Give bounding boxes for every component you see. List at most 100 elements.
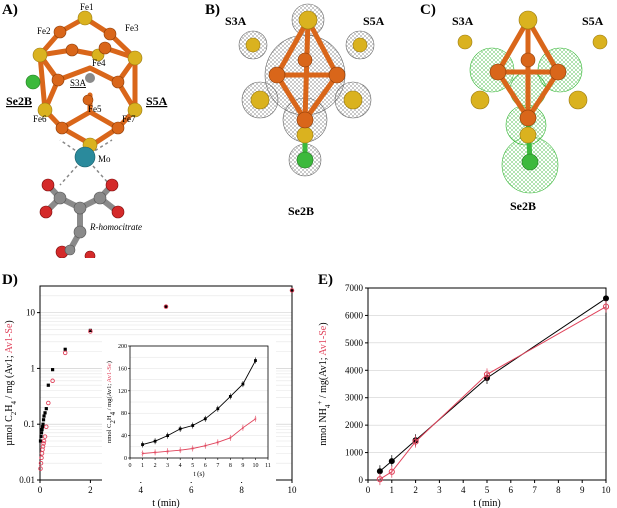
x-tick-label: 6 bbox=[189, 485, 194, 495]
x-tick-label: 5 bbox=[485, 485, 490, 495]
data-point-av1se bbox=[376, 476, 384, 483]
label-part: / mg(Av1; bbox=[318, 356, 329, 401]
data-point-av1 bbox=[40, 425, 45, 429]
x-axis-label: t (min) bbox=[152, 498, 180, 508]
label-part: ) bbox=[318, 322, 329, 325]
inset-x-tick-label: 3 bbox=[166, 463, 169, 469]
s3a-label: S3A bbox=[70, 78, 87, 88]
x-tick-label: 8 bbox=[556, 485, 561, 495]
x-tick-label: 4 bbox=[139, 485, 144, 495]
x-axis-label: t (min) bbox=[473, 498, 501, 508]
line-av1 bbox=[379, 297, 607, 472]
data-point-av1 bbox=[46, 383, 50, 387]
x-tick-label: 1 bbox=[390, 485, 395, 495]
data-point-av1 bbox=[376, 468, 383, 475]
inset-point-av1 bbox=[216, 407, 220, 411]
label-part: + bbox=[316, 401, 324, 405]
label-part: ) bbox=[4, 320, 15, 323]
panel-a-letter: A) bbox=[2, 2, 18, 18]
inset-point-av1se: × bbox=[216, 441, 219, 447]
inset-background bbox=[102, 340, 276, 482]
x-tick-label: 10 bbox=[288, 485, 298, 495]
data-point-av1se bbox=[602, 303, 610, 310]
data-point-av1se bbox=[46, 400, 51, 406]
panel-c-density-map: S3A S5A Se2B bbox=[452, 10, 608, 213]
data-point-av1se bbox=[39, 455, 44, 461]
data-point-av1 bbox=[290, 288, 294, 293]
inset-x-tick-label: 5 bbox=[191, 463, 194, 469]
inset-point-av1se: × bbox=[254, 417, 257, 423]
data-point-av1se bbox=[40, 444, 46, 449]
inset-point-av1se: × bbox=[166, 449, 169, 455]
inset-y-tick-label: 120 bbox=[118, 389, 127, 395]
panel-e-chart: 0 1000 2000 3000 4000 5000 6000 7000 0 1 2 3 4 5 6 7 8 9 1… bbox=[316, 283, 612, 508]
y-tick-label: 2000 bbox=[345, 420, 364, 430]
label-part: Av1-Se bbox=[318, 325, 329, 355]
x-tick-label: 8 bbox=[239, 485, 244, 495]
label-part: H bbox=[4, 405, 15, 412]
inset-point-av1 bbox=[166, 434, 170, 437]
mo-label: Mo bbox=[98, 154, 111, 164]
inset-fit-av1 bbox=[142, 360, 256, 446]
data-point-av1 bbox=[63, 347, 67, 351]
panel-c-letter: C) bbox=[420, 2, 436, 18]
fe1-label: Fe1 bbox=[80, 2, 94, 12]
label-part: 2 bbox=[109, 420, 117, 424]
label-part: 4 bbox=[324, 404, 332, 408]
data-point-av1 bbox=[41, 418, 46, 422]
y-tick-label: 0.1 bbox=[24, 419, 35, 429]
inset-x-tick-label: 4 bbox=[179, 463, 182, 469]
c-se2b-label: Se2B bbox=[510, 199, 536, 213]
fe2-label: Fe2 bbox=[37, 26, 51, 36]
inset-point-av1se: × bbox=[241, 426, 244, 432]
inset-x-tick-label: 0 bbox=[129, 463, 132, 469]
data-point-av1se bbox=[38, 466, 43, 471]
y-axis-label: nmol NH4+ / mg(Av1; Av1-Se) bbox=[316, 322, 332, 445]
x-tick-label: 10 bbox=[602, 485, 612, 495]
label-part: µmol C bbox=[4, 415, 15, 446]
data-point-av1 bbox=[39, 434, 43, 439]
inset-point-av1se: × bbox=[178, 448, 181, 454]
inset-point-av1se: × bbox=[229, 436, 232, 442]
data-point-av1se bbox=[483, 371, 491, 378]
x-tick-label: 0 bbox=[38, 485, 43, 495]
label-part: 2 bbox=[10, 411, 18, 415]
label-part: 4 bbox=[10, 401, 18, 405]
y-tick-label: 1000 bbox=[345, 448, 364, 458]
fe3-label: Fe3 bbox=[125, 23, 139, 33]
data-point-av1se bbox=[42, 434, 48, 439]
inset-y-tick-label: 160 bbox=[118, 366, 127, 372]
panel-a-structure: Fe1 Fe2 Fe3 Fe4 Fe5 Fe6 Fe7 S3A Mo R-hom… bbox=[6, 2, 168, 258]
inset-y-tick-label: 0 bbox=[124, 456, 127, 462]
panel-e-letter: E) bbox=[318, 272, 333, 288]
inset-y-tick-label: 200 bbox=[118, 344, 127, 350]
data-point-av1 bbox=[51, 368, 55, 372]
fe4-label: Fe4 bbox=[92, 58, 106, 68]
label-part: nmol NH bbox=[318, 408, 329, 446]
inset-frame bbox=[129, 345, 269, 459]
y-tick-label: 1 bbox=[31, 363, 36, 373]
inset-point-av1 bbox=[153, 439, 157, 443]
y-tick-label: 7000 bbox=[345, 283, 364, 293]
data-point-av1 bbox=[388, 458, 395, 465]
x-tick-label: 2 bbox=[88, 485, 93, 495]
fe6-label: Fe6 bbox=[33, 114, 47, 124]
fe7-label: Fe7 bbox=[122, 114, 136, 124]
y-tick-label: 5000 bbox=[345, 338, 364, 348]
inset-x-tick-label: 2 bbox=[154, 463, 157, 469]
x-tick-label: 6 bbox=[509, 485, 514, 495]
fe5-label: Fe5 bbox=[88, 104, 102, 114]
panel-d-letter: D) bbox=[2, 272, 18, 288]
y-tick-label: 0.01 bbox=[19, 475, 35, 485]
data-point-av1se bbox=[388, 468, 395, 475]
inset-x-tick-label: 11 bbox=[265, 463, 271, 469]
data-point-av1 bbox=[41, 422, 45, 426]
data-point-av1se bbox=[62, 350, 68, 356]
label-part: ) bbox=[106, 361, 113, 363]
data-point-av1se bbox=[38, 460, 44, 466]
inset-point-av1 bbox=[254, 359, 257, 362]
label-part: Av1-Se bbox=[4, 323, 15, 353]
label-part: nmol C bbox=[106, 424, 113, 443]
label-part: / mg (Av1; bbox=[4, 353, 15, 401]
